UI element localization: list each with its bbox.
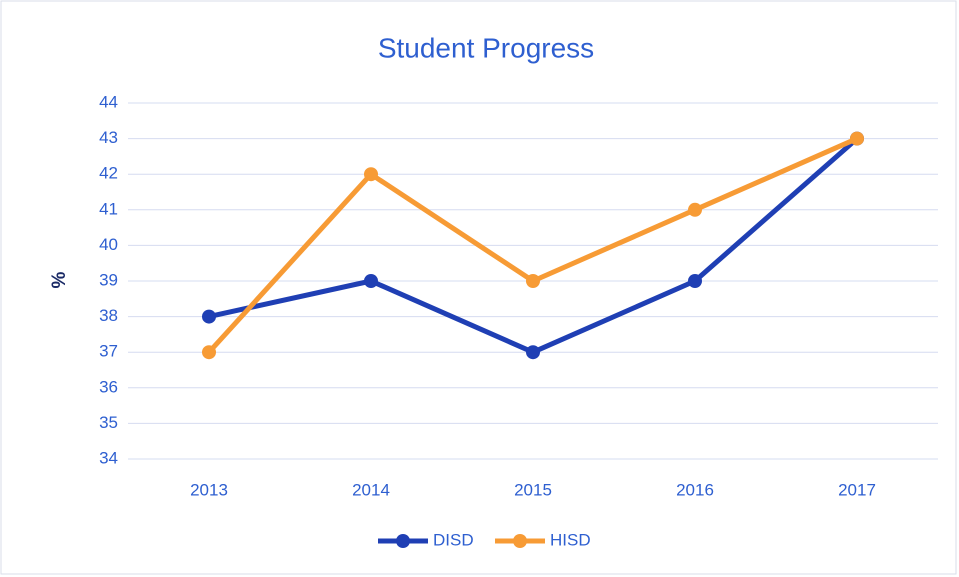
x-tick-label: 2017 xyxy=(838,480,876,499)
data-point xyxy=(202,309,216,324)
y-tick-label: 42 xyxy=(99,164,118,183)
y-tick-label: 35 xyxy=(99,413,118,432)
x-tick-label: 2016 xyxy=(676,480,714,499)
y-tick-label: 37 xyxy=(99,342,118,361)
y-tick-label: 40 xyxy=(99,235,118,254)
data-point xyxy=(526,345,540,360)
legend-label: HISD xyxy=(550,530,591,549)
data-point xyxy=(202,345,216,360)
data-point xyxy=(526,274,540,288)
x-tick-label: 2015 xyxy=(514,480,552,499)
data-point xyxy=(364,274,378,288)
data-point xyxy=(688,274,702,288)
y-axis-label: % xyxy=(49,271,70,288)
legend-label: DISD xyxy=(433,530,474,549)
x-tick-label: 2013 xyxy=(190,480,228,499)
chart-title: Student Progress xyxy=(378,32,594,63)
y-tick-label: 44 xyxy=(99,92,118,111)
x-tick-label: 2014 xyxy=(352,480,390,499)
y-tick-label: 34 xyxy=(99,448,118,467)
legend-marker xyxy=(513,534,527,548)
y-tick-label: 39 xyxy=(99,270,118,289)
data-point xyxy=(850,131,864,146)
y-tick-label: 43 xyxy=(99,128,118,147)
y-tick-label: 38 xyxy=(99,306,118,325)
data-point xyxy=(688,202,702,217)
data-point xyxy=(364,167,378,182)
y-tick-label: 36 xyxy=(99,377,118,396)
y-tick-label: 41 xyxy=(99,199,118,218)
legend-marker xyxy=(396,534,410,548)
